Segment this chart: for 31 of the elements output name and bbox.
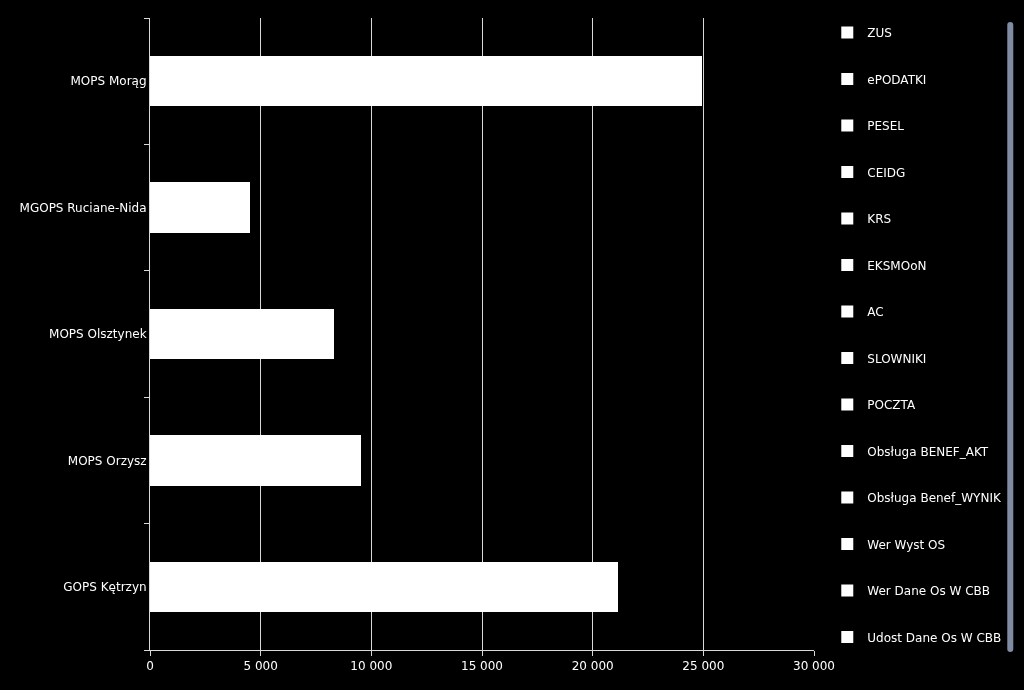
- y-tick-label: MGOPS Ruciane-Nida: [19, 200, 147, 215]
- legend-label: AC: [867, 305, 884, 320]
- legend-label: ZUS: [867, 26, 892, 41]
- y-tick-label: MOPS Orzysz: [67, 453, 147, 468]
- y-tick-label: MOPS Olsztynek: [49, 327, 147, 342]
- legend-label: POCZTA: [867, 398, 916, 413]
- legend-label: Wer Wyst OS: [867, 537, 946, 552]
- x-tick-label: 30 000: [793, 659, 835, 674]
- bar: [150, 308, 334, 360]
- legend-label: Udost Dane Os W CBB: [867, 630, 1002, 645]
- x-tick-label: 25 000: [682, 659, 725, 674]
- legend-label: EKSMOoN: [867, 258, 927, 273]
- legend-label: Obsługa Benef_WYNIK: [867, 491, 1002, 506]
- legend-label: Wer Dane Os W CBB: [867, 584, 991, 599]
- legend-label: CEIDG: [867, 165, 906, 180]
- bar: [150, 561, 619, 613]
- bar: [150, 435, 362, 486]
- x-tick-label: 15 000: [461, 659, 503, 674]
- x-tick-label: 0: [146, 659, 154, 674]
- bar: [150, 55, 703, 107]
- legend-label: SLOWNIKI: [867, 351, 927, 366]
- x-tick-label: 10 000: [350, 659, 393, 674]
- legend-label: PESEL: [867, 119, 905, 134]
- y-tick-label: MOPS Morąg: [70, 74, 147, 89]
- x-tick-label: 20 000: [571, 659, 614, 674]
- x-tick-label: 5 000: [243, 659, 278, 674]
- legend-label: Obsługa BENEF_AKT: [867, 444, 989, 459]
- legend-label: KRS: [867, 212, 892, 227]
- bar: [150, 182, 251, 233]
- y-tick-label: GOPS Kętrzyn: [63, 580, 147, 594]
- legend-label: ePODATKI: [867, 72, 927, 87]
